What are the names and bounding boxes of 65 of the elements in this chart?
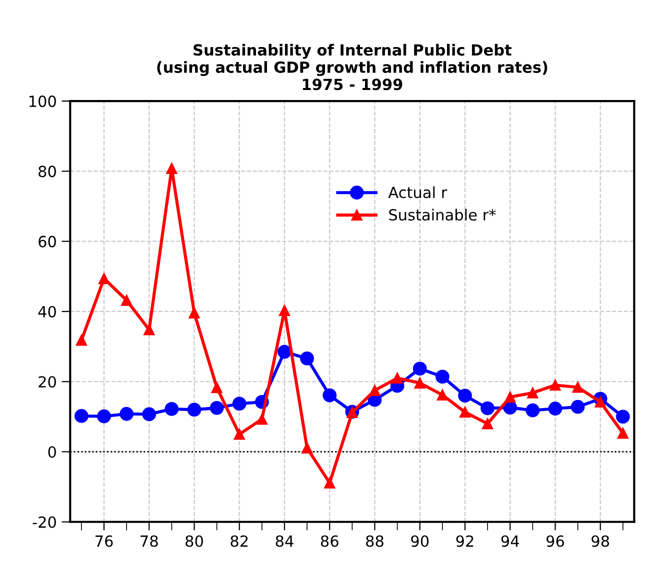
point bbox=[120, 406, 134, 421]
point bbox=[324, 477, 336, 489]
point bbox=[142, 407, 156, 422]
point bbox=[392, 372, 403, 384]
point bbox=[548, 402, 562, 416]
point bbox=[144, 324, 155, 336]
y-tick-label: 60 bbox=[38, 236, 56, 248]
point bbox=[458, 388, 472, 403]
y-tick-label: 40 bbox=[38, 306, 56, 318]
x-tick-label: 94 bbox=[501, 535, 519, 547]
x-tick-label: 86 bbox=[320, 535, 338, 547]
point bbox=[278, 344, 292, 359]
point bbox=[74, 409, 88, 423]
point bbox=[166, 162, 178, 174]
x-tick-label: 76 bbox=[96, 535, 113, 547]
point bbox=[98, 272, 110, 284]
point bbox=[302, 442, 313, 454]
point bbox=[570, 400, 585, 414]
point bbox=[278, 304, 290, 316]
y-tick-label: 80 bbox=[38, 166, 56, 178]
point bbox=[616, 410, 630, 424]
x-tick-label: 82 bbox=[230, 535, 248, 547]
legend-label: Actual r bbox=[388, 186, 448, 198]
point bbox=[232, 396, 246, 411]
point bbox=[76, 334, 88, 346]
x-tick-label: 92 bbox=[456, 535, 474, 547]
point bbox=[594, 396, 606, 408]
point bbox=[322, 388, 337, 402]
point bbox=[617, 428, 628, 439]
y-tick-label: 20 bbox=[38, 376, 56, 388]
point bbox=[188, 307, 200, 318]
point bbox=[97, 409, 111, 424]
legend-label: Sustainable r* bbox=[389, 208, 496, 221]
chart-title: Sustainability of Internal Public Debt (using actual GDP growth and inflation rates) 1975 - 1999 bbox=[157, 44, 548, 90]
point bbox=[482, 418, 494, 430]
point bbox=[414, 377, 426, 389]
point bbox=[210, 400, 224, 415]
x-tick-label: 78 bbox=[140, 535, 158, 547]
x-tick-label: 88 bbox=[366, 535, 384, 547]
point bbox=[412, 362, 427, 376]
y-tick-label: 100 bbox=[29, 96, 56, 108]
point bbox=[435, 370, 450, 384]
y-tick-label: 0 bbox=[48, 446, 56, 458]
point bbox=[504, 391, 516, 403]
point bbox=[121, 294, 132, 306]
point bbox=[256, 414, 268, 425]
point bbox=[164, 402, 179, 416]
point bbox=[300, 352, 314, 366]
point bbox=[187, 402, 202, 417]
point bbox=[369, 384, 380, 396]
point bbox=[572, 382, 584, 393]
point bbox=[211, 382, 222, 394]
y-tick-label: -20 bbox=[32, 516, 56, 528]
x-tick-label: 84 bbox=[276, 535, 294, 547]
x-tick-label: 96 bbox=[546, 535, 564, 547]
point bbox=[234, 428, 245, 440]
point bbox=[526, 403, 540, 418]
x-tick-label: 98 bbox=[592, 535, 610, 547]
x-tick-label: 80 bbox=[186, 535, 203, 547]
point bbox=[527, 387, 538, 398]
point bbox=[550, 380, 561, 391]
x-tick-label: 90 bbox=[411, 535, 429, 547]
point bbox=[459, 406, 471, 418]
point bbox=[436, 389, 448, 400]
point bbox=[480, 401, 494, 416]
